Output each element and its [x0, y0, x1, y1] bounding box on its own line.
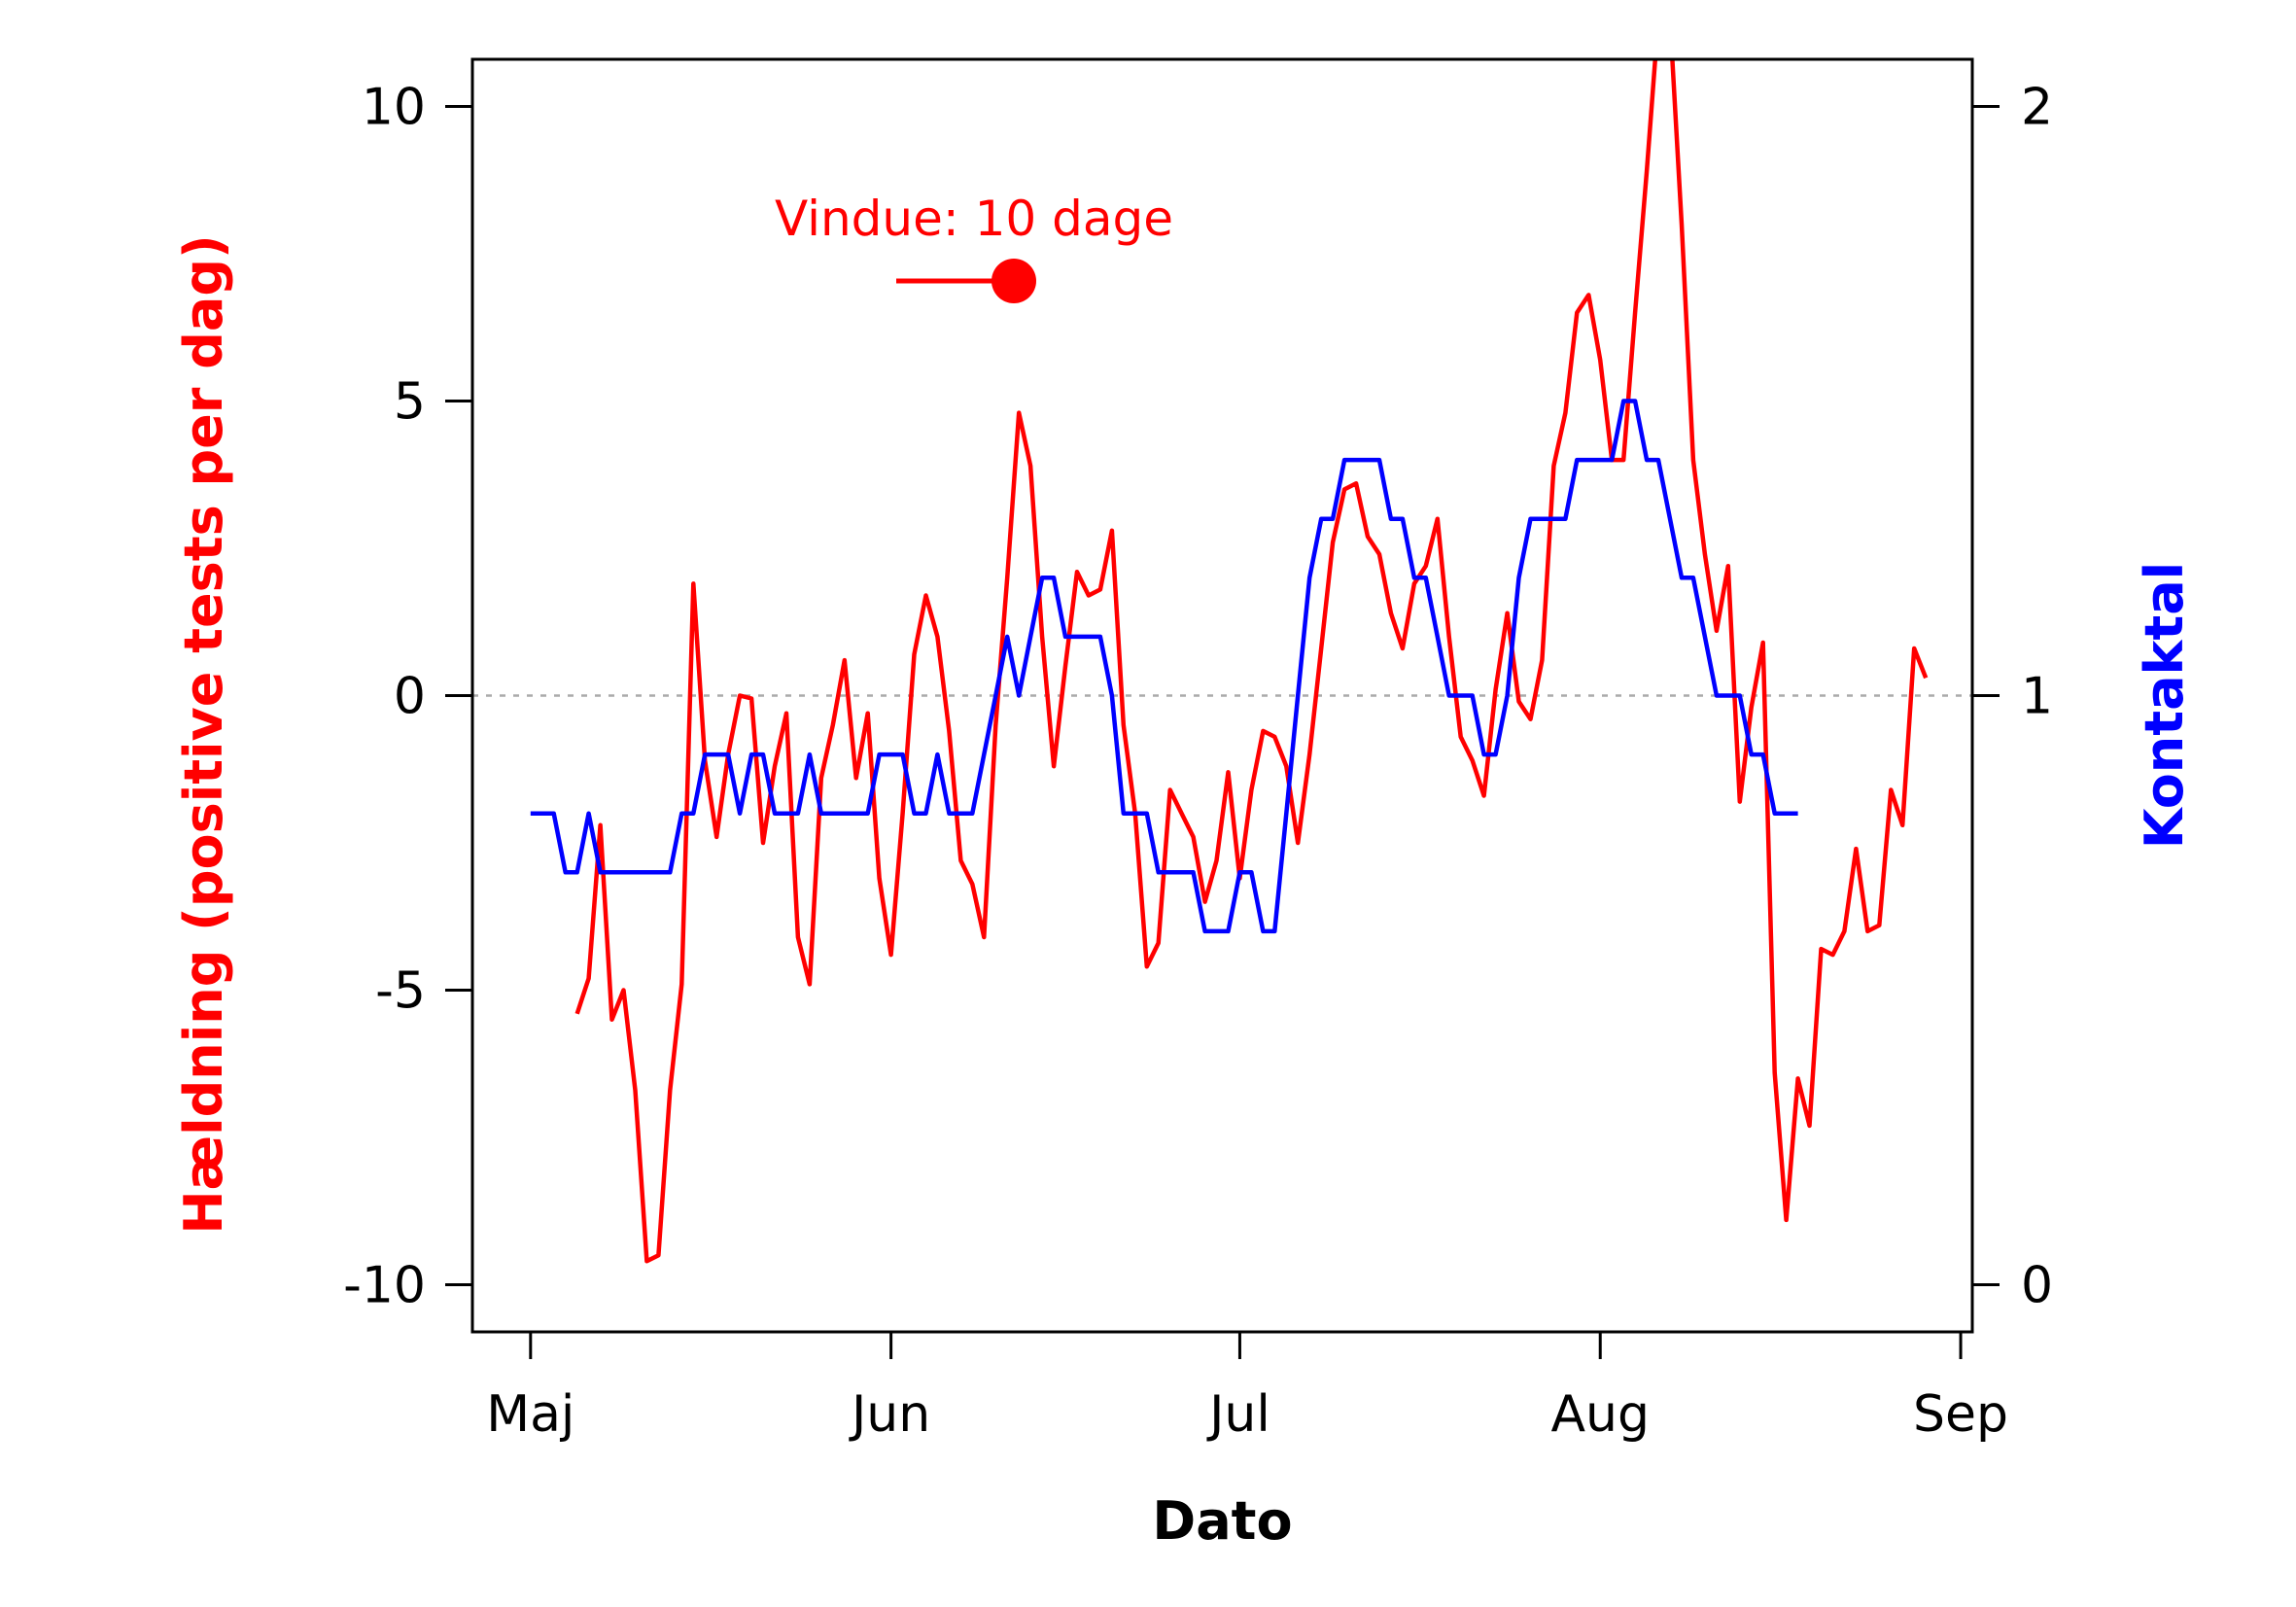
x-tick-label: Sep — [1913, 1385, 2008, 1444]
y-axis-right: 2 1 0 — [1972, 78, 2053, 1315]
y-right-tick-label: 1 — [2021, 668, 2053, 726]
y-right-tick-label: 0 — [2021, 1257, 2053, 1315]
x-axis-title: Dato — [1152, 1490, 1292, 1552]
series-line-right — [530, 399, 1798, 934]
window-annotation-marker — [991, 259, 1036, 303]
y-left-tick-label: -5 — [375, 962, 426, 1021]
x-tick-label: Maj — [486, 1385, 574, 1444]
x-axis: Maj Jun Jul Aug Sep — [486, 1330, 2008, 1444]
window-annotation: Vindue: 10 dage — [775, 191, 1173, 247]
y-left-tick-label: 5 — [394, 372, 426, 431]
y-left-tick-label: -10 — [343, 1257, 426, 1315]
y-axis-left: 10 5 0 -5 -10 — [343, 78, 472, 1315]
y-left-tick-label: 0 — [394, 668, 426, 726]
y-axis-right-title: Kontaktal — [2134, 562, 2195, 849]
x-tick-label: Jun — [849, 1385, 930, 1444]
y-right-tick-label: 2 — [2021, 78, 2053, 136]
x-tick-label: Aug — [1550, 1385, 1650, 1444]
annotation-layer: Vindue: 10 dage — [775, 191, 1173, 303]
x-tick-label: Jul — [1206, 1385, 1270, 1444]
series-layer — [530, 59, 1929, 1264]
y-left-tick-label: 10 — [362, 78, 426, 136]
y-axis-left-title: Hældning (positive tests per dag) — [173, 234, 234, 1234]
series-line-left — [574, 59, 1929, 1264]
